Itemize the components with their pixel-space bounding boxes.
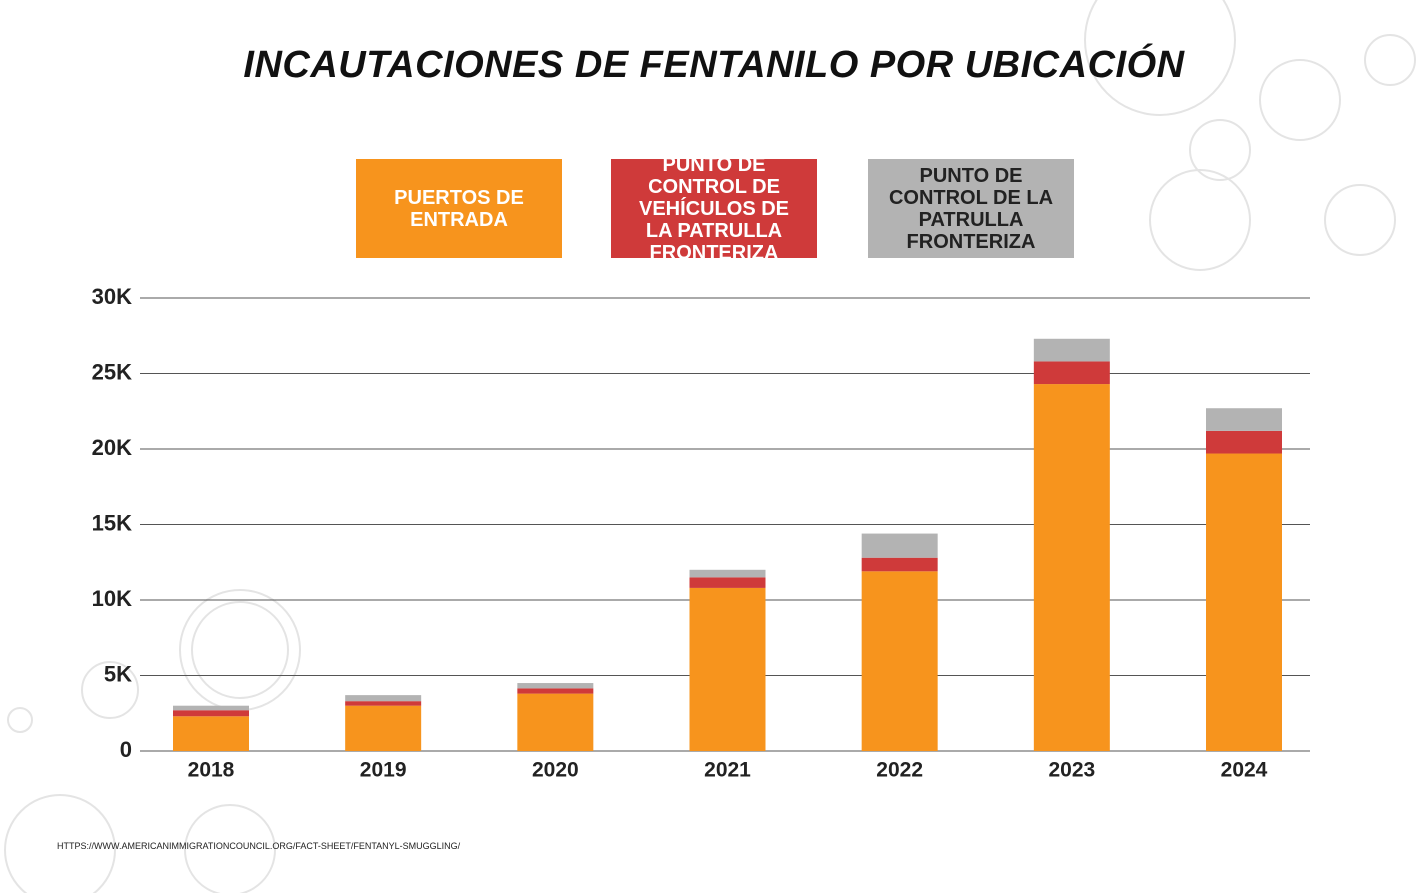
bar-segment (861, 571, 938, 751)
y-tick-label: 5K (104, 661, 132, 686)
bar-segment (689, 577, 766, 588)
y-tick-label: 30K (92, 284, 132, 309)
legend-entry: PUNTO DE CONTROL DE VEHÍCULOS DE LA PATR… (611, 154, 817, 264)
bar-segment (861, 533, 938, 558)
y-tick-label: 10K (92, 586, 132, 611)
y-tick-label: 20K (92, 435, 132, 460)
chart-title: INCAUTACIONES DE FENTANILO POR UBICACIÓN (243, 44, 1185, 86)
x-tick-label: 2024 (1221, 759, 1268, 782)
source-note: HTTPS://WWW.AMERICANIMMIGRATIONCOUNCIL.O… (57, 841, 461, 851)
x-tick-label: 2022 (876, 759, 923, 782)
x-tick-label: 2019 (360, 759, 407, 782)
bar-segment (1033, 338, 1110, 362)
bar-segment (1033, 384, 1110, 751)
x-tick-label: 2020 (532, 759, 579, 782)
bar-segment (1206, 430, 1282, 454)
bar-segment (517, 688, 594, 694)
bar-segment (689, 569, 766, 578)
bar-segment (173, 705, 249, 711)
y-tick-label: 0 (120, 737, 132, 762)
bar-segment (1033, 361, 1110, 385)
legend-entry: PUERTOS DE ENTRADA (356, 159, 562, 258)
bar-segment (517, 693, 594, 751)
bar-segment (1206, 408, 1282, 431)
bar-segment (1206, 453, 1282, 751)
bar-segment (173, 716, 249, 751)
x-tick-label: 2021 (704, 759, 751, 782)
bar-segment (689, 587, 766, 751)
bar-segment (345, 705, 422, 751)
bar-segment (517, 683, 594, 689)
legend-entry: PUNTO DE CONTROL DE LA PATRULLA FRONTERI… (868, 159, 1074, 258)
y-tick-label: 25K (92, 359, 132, 384)
bar-segment (345, 701, 422, 706)
bar-segment (173, 710, 249, 717)
bar-segment (861, 557, 938, 572)
x-tick-label: 2018 (188, 759, 235, 782)
bar-segment (345, 695, 422, 702)
decoration (4, 0, 1416, 893)
x-tick-label: 2023 (1048, 759, 1095, 782)
y-tick-label: 15K (92, 510, 132, 535)
